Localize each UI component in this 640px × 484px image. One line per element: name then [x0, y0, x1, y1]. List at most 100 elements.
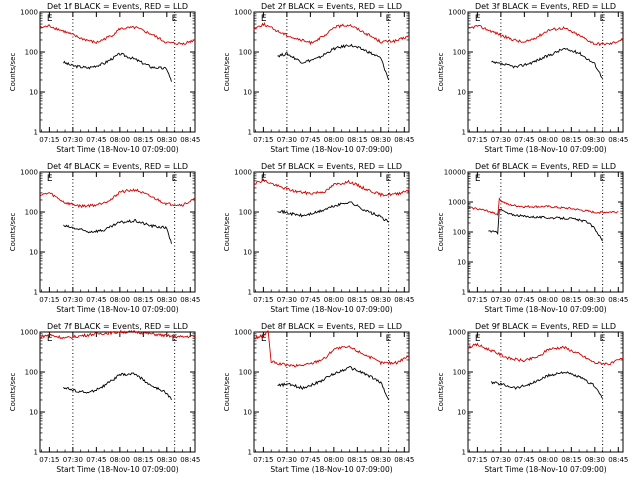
x-tick-label: 08:00	[110, 456, 130, 464]
marker-label: E	[261, 174, 267, 184]
y-tick-label: 100	[25, 209, 38, 217]
lld-series-line	[467, 342, 624, 366]
x-tick-label: 07:45	[300, 296, 320, 304]
chart-title: Det 3f BLACK = Events, RED = LLD	[475, 2, 616, 11]
lld-series-line	[467, 24, 624, 47]
x-tick-label: 08:30	[585, 456, 605, 464]
marker-label: E	[386, 334, 392, 344]
x-tick-label: 07:30	[491, 296, 511, 304]
chart-title: Det 6f BLACK = Events, RED = LLD	[475, 162, 616, 171]
x-axis-label: Start Time (18-Nov-10 07:09:00)	[270, 465, 392, 474]
events-series-line	[277, 43, 390, 81]
marker-label: E	[172, 14, 178, 24]
x-tick-label: 08:00	[324, 296, 344, 304]
x-tick-label: 08:00	[324, 456, 344, 464]
events-series-line	[63, 52, 172, 82]
x-tick-label: 07:45	[86, 136, 106, 144]
y-tick-label: 1	[462, 129, 466, 137]
chart-title: Det 4f BLACK = Events, RED = LLD	[47, 162, 188, 171]
y-tick-label: 10	[29, 409, 38, 417]
x-axis-label: Start Time (18-Nov-10 07:09:00)	[56, 145, 178, 154]
x-tick-label: 07:15	[253, 456, 273, 464]
x-tick-label: 07:30	[491, 136, 511, 144]
chart-panel-1: Det 1f BLACK = Events, RED = LLD 1 10 100 10…	[9, 2, 200, 154]
x-tick-label: 08:45	[608, 136, 628, 144]
marker-label: E	[600, 14, 606, 24]
marker-label: E	[47, 174, 53, 184]
x-tick-label: 07:30	[277, 136, 297, 144]
lld-series-line	[253, 330, 410, 368]
x-tick-label: 07:15	[467, 296, 487, 304]
y-axis-label: Counts/sec	[9, 373, 17, 412]
x-tick-label: 08:15	[347, 456, 367, 464]
x-tick-label: 07:45	[300, 456, 320, 464]
y-tick-label: 1000	[20, 9, 38, 17]
y-tick-label: 10	[457, 89, 466, 97]
plot-frame	[39, 11, 196, 133]
y-tick-label: 1000	[448, 329, 466, 337]
x-tick-label: 07:45	[514, 136, 534, 144]
events-series-line	[63, 372, 172, 401]
x-axis-label: Start Time (18-Nov-10 07:09:00)	[484, 465, 606, 474]
y-tick-label: 1	[248, 129, 252, 137]
x-tick-label: 07:30	[491, 456, 511, 464]
x-tick-label: 08:00	[538, 136, 558, 144]
y-axis-label: Counts/sec	[223, 213, 231, 252]
x-tick-label: 08:45	[394, 136, 414, 144]
x-tick-label: 07:15	[39, 296, 59, 304]
y-tick-label: 1000	[448, 199, 466, 207]
x-axis-label: Start Time (18-Nov-10 07:09:00)	[484, 145, 606, 154]
events-series-line	[277, 366, 390, 401]
chart-title: Det 7f BLACK = Events, RED = LLD	[47, 322, 188, 331]
y-axis-label: Counts/sec	[9, 53, 17, 92]
x-axis-label: Start Time (18-Nov-10 07:09:00)	[56, 305, 178, 314]
x-tick-label: 07:45	[86, 456, 106, 464]
events-series-line	[491, 47, 603, 79]
events-series-line	[63, 218, 172, 244]
x-tick-label: 07:30	[63, 296, 83, 304]
y-tick-label: 1000	[20, 329, 38, 337]
y-tick-label: 10	[29, 89, 38, 97]
chart-panel-8: Det 8f BLACK = Events, RED = LLD 1 10 100 10…	[223, 322, 414, 474]
y-tick-label: 100	[453, 369, 466, 377]
marker-label: E	[172, 174, 178, 184]
y-axis-label: Counts/sec	[9, 213, 17, 252]
marker-label: E	[386, 174, 392, 184]
y-tick-label: 1000	[234, 169, 252, 177]
plot-frame	[253, 171, 410, 293]
marker-label: E	[475, 14, 481, 24]
x-tick-label: 08:15	[561, 456, 581, 464]
chart-panel-4: Det 4f BLACK = Events, RED = LLD 1 10 100 10…	[9, 162, 200, 314]
events-series-line	[491, 371, 603, 399]
y-tick-label: 10	[243, 409, 252, 417]
plot-frame	[39, 171, 196, 293]
chart-panel-5: Det 5f BLACK = Events, RED = LLD 1 10 100 10…	[223, 162, 414, 314]
x-tick-label: 07:15	[253, 136, 273, 144]
x-axis-label: Start Time (18-Nov-10 07:09:00)	[270, 305, 392, 314]
marker-label: E	[600, 174, 606, 184]
y-tick-label: 100	[25, 369, 38, 377]
y-tick-label: 1000	[234, 329, 252, 337]
events-series-line	[488, 208, 603, 242]
chart-title: Det 1f BLACK = Events, RED = LLD	[47, 2, 188, 11]
x-tick-label: 08:30	[371, 136, 391, 144]
y-tick-label: 1000	[448, 9, 466, 17]
x-tick-label: 07:30	[63, 456, 83, 464]
chart-title: Det 5f BLACK = Events, RED = LLD	[261, 162, 402, 171]
marker-label: E	[172, 334, 178, 344]
events-series-line	[277, 201, 389, 223]
x-tick-label: 08:30	[585, 296, 605, 304]
y-axis-label: Counts/sec	[223, 53, 231, 92]
x-tick-label: 07:15	[253, 296, 273, 304]
chart-panel-7: Det 7f BLACK = Events, RED = LLD 1 10 100 10…	[9, 322, 200, 474]
x-tick-label: 08:45	[608, 296, 628, 304]
x-tick-label: 07:30	[63, 136, 83, 144]
y-tick-label: 10	[243, 89, 252, 97]
x-axis-label: Start Time (18-Nov-10 07:09:00)	[56, 465, 178, 474]
y-tick-label: 100	[239, 49, 252, 57]
plot-frame	[253, 11, 410, 133]
chart-panel-2: Det 2f BLACK = Events, RED = LLD 1 10 100 10…	[223, 2, 414, 154]
x-tick-label: 07:45	[514, 456, 534, 464]
